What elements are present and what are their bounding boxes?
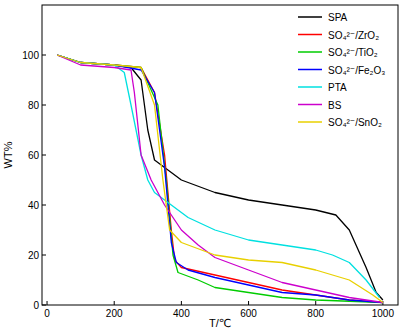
legend-label: SO₄²⁻/TiO₂ [328, 47, 378, 58]
y-tick [42, 155, 46, 156]
legend-swatch [298, 121, 322, 123]
frame [42, 5, 398, 305]
y-tick-label: 60 [28, 150, 40, 161]
series-line [57, 55, 383, 303]
x-tick-label: 1000 [372, 308, 395, 319]
y-tick [42, 105, 46, 106]
legend-swatch [298, 86, 322, 88]
series-line [57, 55, 383, 300]
y-tick-label: 40 [28, 200, 40, 211]
legend-swatch [298, 104, 322, 106]
legend-swatch [298, 16, 322, 18]
x-tick-label: 0 [44, 308, 50, 319]
x-tick [181, 301, 182, 305]
legend-label: SPA [328, 12, 348, 23]
y-tick [42, 205, 46, 206]
y-tick [42, 255, 46, 256]
x-axis-label: T/℃ [209, 317, 231, 329]
series-line [57, 55, 383, 303]
x-tick [248, 301, 249, 305]
legend-swatch [298, 69, 322, 71]
plot-area [57, 55, 383, 303]
x-tick-label: 600 [240, 308, 257, 319]
y-tick-label: 20 [28, 250, 40, 261]
y-tick-label: 80 [28, 100, 40, 111]
series-line [57, 55, 379, 298]
legend-label: BS [328, 100, 342, 111]
x-tick [114, 301, 115, 305]
legend-label: SO₄²⁻/ZrO₂ [328, 30, 379, 41]
series-line [57, 55, 383, 303]
series-line [57, 55, 383, 303]
x-tick-label: 800 [307, 308, 324, 319]
chart: 0 200 400 600 800 1000 0 20 40 60 80 100 T/℃ WT% SPA SO… [0, 0, 401, 330]
y-tick-label: 100 [22, 50, 39, 61]
x-tick [47, 301, 48, 305]
x-tick [315, 301, 316, 305]
legend-label: SO₄²⁻/SnO₂ [328, 117, 382, 128]
legend-swatch [298, 34, 322, 36]
y-tick-label: 0 [33, 300, 39, 311]
legend-label: SO₄²⁻/Fe₂O₃ [328, 65, 385, 76]
y-axis-label: WT% [2, 141, 14, 168]
x-tick-label: 200 [106, 308, 123, 319]
x-tick-label: 400 [173, 308, 190, 319]
legend: SPA SO₄²⁻/ZrO₂ SO₄²⁻/TiO₂ SO₄²⁻/Fe₂O₃ PTA BS S… [298, 12, 385, 128]
y-tick [42, 55, 46, 56]
legend-swatch [298, 51, 322, 53]
legend-label: PTA [328, 82, 347, 93]
series-line [57, 55, 383, 303]
